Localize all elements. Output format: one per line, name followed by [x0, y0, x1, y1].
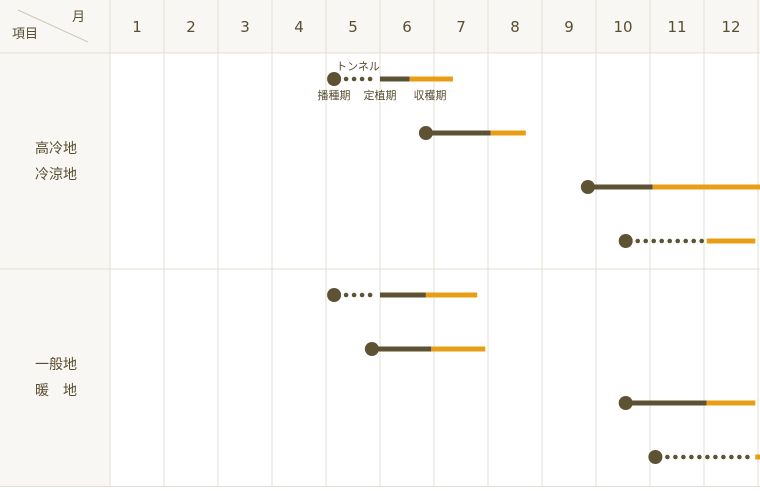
nursery-dot [665, 454, 670, 460]
month-label: 3 [240, 18, 250, 36]
nursery-dot [691, 238, 696, 244]
harvest-period-bar [755, 454, 760, 460]
nursery-dot [689, 454, 694, 460]
month-labels: 1 2 3 4 5 6 7 8 9 10 11 12 [132, 18, 740, 36]
schedule-row [618, 396, 756, 410]
nursery-dot [359, 76, 365, 82]
month-label: 7 [456, 18, 466, 36]
nursery-dot [367, 76, 373, 82]
nursery-dot [713, 454, 718, 460]
nursery-dot [697, 454, 702, 460]
nursery-dot [675, 238, 680, 244]
schedule-row [327, 288, 478, 302]
legend-harvest-label: 収穫期 [414, 89, 447, 102]
sowing-marker [418, 126, 433, 140]
schedule-row [327, 72, 453, 86]
region-label-line: 一般地 [35, 357, 77, 373]
nursery-dot [721, 454, 726, 460]
nursery-dot [643, 238, 648, 244]
sowing-marker [618, 396, 633, 410]
harvest-period-bar [409, 76, 453, 82]
sowing-marker [364, 342, 379, 356]
month-label: 12 [721, 18, 740, 36]
region-label-line: 冷涼地 [35, 167, 77, 183]
month-label: 1 [132, 18, 142, 36]
harvest-period-bar [706, 400, 756, 406]
nursery-dot [745, 454, 750, 460]
region-label-line: 暖 地 [35, 383, 77, 399]
stage-legend: トンネル 播種期 定植期 収穫期 [318, 60, 447, 102]
legend-plant-label: 定植期 [364, 88, 397, 102]
nursery-dot [737, 454, 742, 460]
region-label-line: 高冷地 [35, 140, 77, 157]
harvest-period-bar [425, 292, 478, 298]
sowing-marker [327, 72, 342, 86]
schedule-row [618, 234, 756, 248]
field-period-bar [380, 76, 410, 82]
sowing-marker [580, 180, 595, 194]
field-period-bar [625, 400, 707, 406]
month-label: 4 [294, 18, 304, 36]
sowing-marker [327, 288, 342, 302]
schedule-row [580, 180, 760, 194]
month-label: 11 [667, 18, 686, 36]
nursery-dot [651, 238, 656, 244]
nursery-dot [673, 454, 678, 460]
legend-sow-label: 播種期 [318, 88, 351, 102]
sowing-marker [618, 234, 633, 248]
nursery-dot [683, 238, 688, 244]
harvest-period-bar [706, 238, 756, 244]
schedule-bars [327, 72, 760, 464]
nursery-dot [681, 454, 686, 460]
nursery-dot [729, 454, 734, 460]
schedule-row [648, 450, 760, 464]
nursery-dot [351, 76, 357, 82]
nursery-dot [343, 292, 349, 298]
field-period-bar [380, 292, 426, 298]
corner-item-label: 項目 [12, 27, 38, 42]
field-period-bar [371, 346, 432, 352]
nursery-dot [351, 292, 357, 298]
harvest-period-bar [431, 346, 486, 352]
nursery-dot [667, 238, 672, 244]
harvest-period-bar [490, 130, 526, 136]
region-label-background [0, 53, 110, 487]
corner-month-label: 月 [72, 10, 85, 25]
nursery-dot [359, 292, 365, 298]
nursery-dot [367, 292, 373, 298]
nursery-dot [659, 238, 664, 244]
nursery-dot [343, 76, 349, 82]
schedule-row [418, 126, 526, 140]
nursery-dot [705, 454, 710, 460]
field-period-bar [425, 130, 491, 136]
month-label: 10 [613, 18, 632, 36]
month-label: 6 [402, 18, 412, 36]
month-label: 5 [348, 18, 358, 36]
nursery-dot [699, 238, 704, 244]
month-label: 2 [186, 18, 196, 36]
month-label: 9 [564, 18, 574, 36]
harvest-period-bar [652, 184, 760, 190]
sowing-marker [648, 450, 663, 464]
field-period-bar [587, 184, 653, 190]
legend-note-label: トンネル [336, 60, 380, 73]
month-label: 8 [510, 18, 520, 36]
corner-diagonal [17, 9, 89, 43]
schedule-row [364, 342, 486, 356]
nursery-dot [635, 238, 640, 244]
